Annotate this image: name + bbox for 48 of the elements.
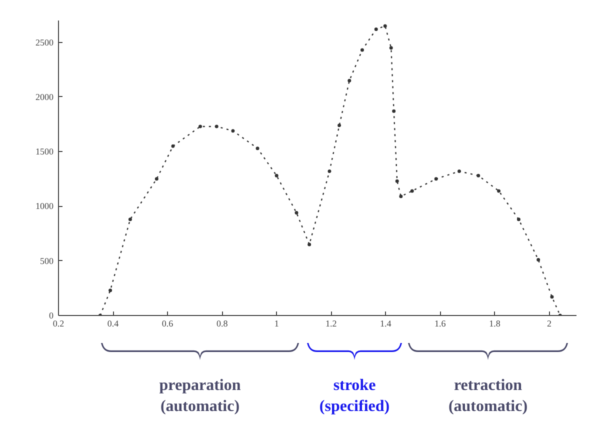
x-tick-label: 0.8 xyxy=(216,318,228,328)
point xyxy=(338,124,342,128)
x-tick-label: 2 xyxy=(546,318,552,328)
point xyxy=(128,218,132,222)
y-tick-label: 2500 xyxy=(36,37,54,48)
point xyxy=(374,27,378,31)
x-tick-label: 0.6 xyxy=(162,318,174,328)
x-tick-label: 0.2 xyxy=(52,318,64,328)
point xyxy=(231,129,235,133)
x-tick-label: 1.8 xyxy=(489,318,501,328)
point xyxy=(516,218,520,222)
point xyxy=(360,48,364,52)
text: retraction (automatic) xyxy=(448,377,528,415)
point xyxy=(274,174,278,178)
point xyxy=(214,124,218,128)
point xyxy=(458,170,462,174)
point xyxy=(383,24,387,28)
point xyxy=(198,124,202,128)
y-tick-label: 2000 xyxy=(36,92,54,102)
point xyxy=(434,177,438,181)
point xyxy=(328,170,332,174)
y-tick-label: 1000 xyxy=(36,201,54,212)
point xyxy=(308,242,312,246)
text: preparation (automatic) xyxy=(159,377,241,415)
text: stroke (specified) xyxy=(319,377,390,415)
point xyxy=(392,109,396,113)
point xyxy=(536,258,540,262)
point xyxy=(389,46,393,50)
y-tick-label: 500 xyxy=(40,256,54,266)
x-tick-label: 1.6 xyxy=(434,318,446,328)
point xyxy=(399,194,403,198)
point xyxy=(294,211,298,215)
x-tick-label: 1.2 xyxy=(326,318,337,328)
point xyxy=(497,189,501,193)
point xyxy=(476,174,480,178)
point xyxy=(256,146,260,150)
point xyxy=(171,144,175,148)
point xyxy=(154,177,158,181)
point xyxy=(348,78,352,82)
x-tick-label: 1 xyxy=(274,318,279,328)
point xyxy=(395,179,399,183)
point xyxy=(550,295,554,299)
point xyxy=(108,288,112,292)
x-tick-label: 1.4 xyxy=(380,318,392,328)
x-tick-label: 0.4 xyxy=(107,318,120,328)
y-tick-label: 0 xyxy=(49,310,54,320)
y-tick-label: 1500 xyxy=(36,146,54,157)
point xyxy=(410,189,414,193)
